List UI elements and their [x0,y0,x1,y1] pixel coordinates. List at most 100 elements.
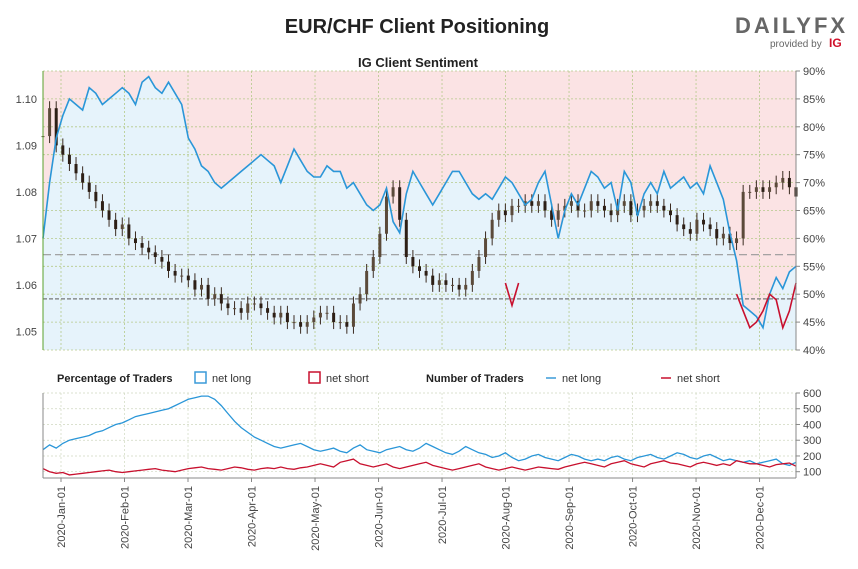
price-tick-label: 1.08 [16,187,37,199]
percent-tick-label: 85% [803,94,825,106]
dailyfx-logo: DAILYFX provided by IG [735,13,845,50]
candle-body [748,191,752,193]
candle-body [768,187,772,192]
percent-tick-label: 55% [803,261,825,273]
count-tick-label: 300 [803,435,821,447]
candle-body [371,257,375,271]
candle-body [464,284,468,290]
candle-body [305,322,309,327]
candle-body [272,312,276,318]
candle-body [629,201,633,216]
x-tick-label: 2020-Oct-01 [628,486,640,547]
candle-body [622,201,626,206]
traders-net-long-line [42,395,797,467]
candle-body [391,187,395,197]
candle-body [754,187,758,192]
candle-body [609,210,613,216]
candle-body [213,294,217,299]
candle-body [266,308,270,313]
candle-body [140,243,144,248]
candle-body [206,284,210,299]
candle-body [351,303,355,327]
candle-body [358,294,362,304]
x-tick-label: 2020-Feb-01 [120,486,132,549]
candle-body [735,238,739,244]
logo-provided-text: provided by [770,39,822,50]
candle-body [404,219,408,257]
x-tick-label: 2020-Dec-01 [755,486,767,550]
candle-body [497,210,501,220]
candle-body [107,210,111,220]
candle-body [160,257,164,262]
x-tick-label: 2020-Nov-01 [691,486,703,550]
x-tick-label: 2020-Apr-01 [247,486,259,547]
traders-net-short-line [42,458,797,476]
percent-tick-label: 70% [803,178,825,190]
candle-body [133,238,137,244]
candle-body [715,229,719,239]
candle-body [147,247,151,253]
chart-title: EUR/CHF Client Positioning [285,16,549,38]
candle-body [239,308,243,313]
x-tick-label: 2020-Mar-01 [183,486,195,549]
candle-body [642,205,646,211]
candle-body [675,215,679,225]
chart-subtitle: IG Client Sentiment [358,55,479,70]
candle-body [490,219,494,239]
price-tick-label: 1.09 [16,140,37,152]
candle-body [246,303,250,313]
candle-body [332,312,336,323]
candle-body [48,108,52,137]
price-tick-label: 1.10 [16,94,37,106]
candle-body [252,303,256,305]
candle-body [583,210,587,212]
percent-tick-label: 75% [803,150,825,162]
candle-body [662,205,666,211]
legend: Percentage of Traders net long net short… [57,371,720,385]
candle-body [299,322,303,327]
candle-body [67,154,71,164]
candle-body [589,201,593,211]
bottom-series [42,395,797,476]
candle-body [761,187,765,192]
x-tick-label: 2020-Aug-01 [501,486,513,550]
candle-body [424,270,428,276]
count-tick-label: 500 [803,404,821,416]
candle-body [81,173,85,183]
candle-body [596,201,600,206]
percent-tick-label: 50% [803,289,825,301]
candle-body [259,303,263,309]
candle-body [54,108,58,146]
candle-body [186,275,190,281]
legend-num-long-label: net long [562,373,601,385]
percent-tick-label: 40% [803,345,825,357]
candle-body [94,191,98,202]
candle-body [510,205,514,216]
candle-body [682,224,686,230]
candle-body [279,312,283,318]
candle-body [219,294,223,304]
candle-body [457,284,461,290]
candle-body [688,229,692,234]
candle-body [569,201,573,206]
candle-body [325,312,329,314]
x-tick-label: 2020-Sep-01 [564,486,576,550]
candle-body [292,322,296,324]
count-tick-label: 100 [803,467,821,479]
top-gridlines [43,70,796,351]
legend-num-short-label: net short [677,373,720,385]
legend-net-short-box [308,371,321,384]
candle-body [556,210,560,220]
candle-body [114,219,118,230]
candle-body [708,224,712,230]
percent-tick-label: 60% [803,233,825,245]
logo-brand-text: IG [829,36,842,50]
top-series [41,75,798,334]
x-tick-label: 2020-Jan-01 [56,486,68,548]
candle-body [655,201,659,206]
candle-body [536,201,540,206]
candle-body [338,322,342,324]
price-tick-label: 1.06 [16,280,37,292]
candle-body [312,317,316,323]
